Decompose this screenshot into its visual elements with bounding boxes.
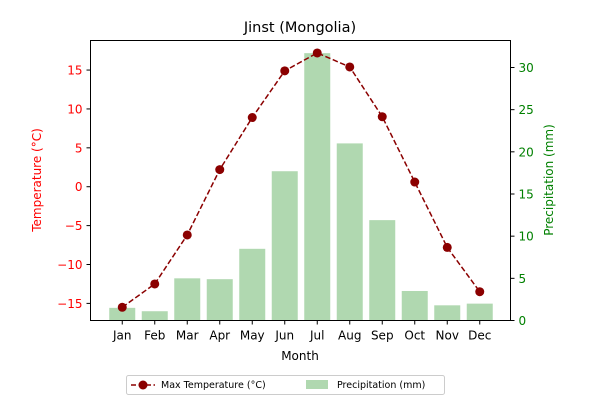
y-right-tick-label: 5 [519,272,527,286]
y-right-tick-label: 15 [519,187,534,201]
precip-bar [206,279,233,321]
x-tick-label: Sep [371,329,394,343]
temperature-point [215,165,225,175]
temperature-point [117,302,127,312]
precip-bar [336,143,363,321]
line-layer [117,48,485,312]
x-tick-label: Jul [309,329,324,343]
temperature-point [377,112,387,122]
precip-bar [141,311,168,321]
bars-layer [109,53,493,321]
precip-bar [304,53,331,321]
legend-line-dot [138,380,148,390]
precip-bar [401,290,428,321]
temperature-line [121,52,481,308]
temperature-point [475,287,485,297]
precip-bar [466,303,493,321]
y-left-tick-label: −5 [65,219,83,233]
temperature-point [182,230,192,240]
y-axis-right-label: Precipitation (mm) [542,124,556,236]
temperature-point [442,242,452,252]
y-left-tick-label: −10 [57,258,82,272]
temperature-point [312,48,322,58]
y-left-tick-label: 15 [67,64,82,78]
legend-bar-swatch [306,380,328,389]
temperature-point [280,66,290,76]
temperature-point [410,177,420,187]
y-left-tick-label: 5 [75,141,83,155]
precip-bar [109,307,136,321]
y-right-tick-label: 10 [519,230,534,244]
temperature-point [150,279,160,289]
x-tick-label: Oct [404,329,425,343]
y-right-tick-label: 25 [519,103,534,117]
x-tick-label: Jan [112,329,132,343]
x-tick-label: Dec [468,329,491,343]
y-left-tick-label: −15 [57,297,82,311]
temperature-point [247,113,257,122]
precip-bar [369,220,396,321]
chart-title: Jinst (Mongolia) [243,20,356,36]
legend-bar-label: Precipitation (mm) [337,380,425,391]
y-left-tick-label: 10 [67,102,82,116]
x-axis-label: Month [281,349,319,363]
precip-bar [174,278,201,321]
y-axis-left-label: Temperature (°C) [30,128,44,233]
y-right-tick-label: 20 [519,145,534,159]
x-tick-label: Jun [274,329,294,343]
y-left-tick-label: 0 [75,180,83,194]
y-right-tick-label: 30 [519,61,534,75]
x-tick-label: Apr [209,329,230,343]
precip-bar [434,305,461,321]
precip-bar [271,171,298,321]
x-tick-label: Nov [436,329,459,343]
axes-layer: Jan Feb Mar Apr May Jun Jul Aug Sep Oct Nov Dec −15 −… [57,61,534,343]
precip-bar [239,248,266,321]
x-tick-label: Feb [144,329,165,343]
legend-line-label: Max Temperature (°C) [161,380,266,391]
legend-frame [126,375,445,395]
y-right-tick-label: 0 [519,314,527,328]
x-tick-label: Aug [338,329,361,343]
x-tick-label: May [240,329,265,343]
plot-frame [90,40,511,321]
x-tick-label: Mar [176,329,199,343]
legend: Max Temperature (°C) Precipitation (mm) [126,375,445,395]
temperature-point [345,62,355,72]
